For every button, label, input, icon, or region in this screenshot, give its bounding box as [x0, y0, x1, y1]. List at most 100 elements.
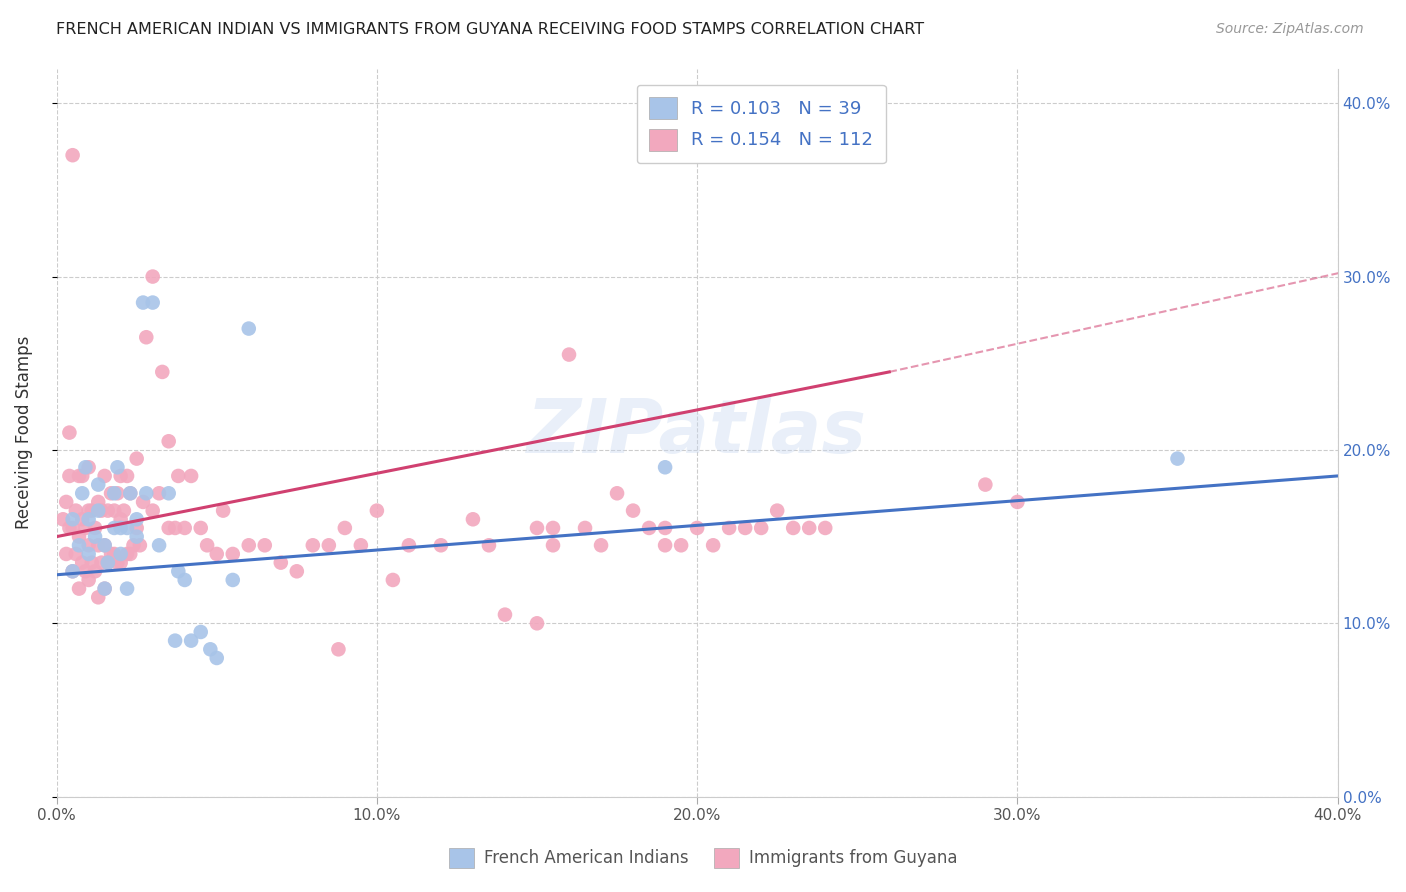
Point [718, 521, 741, 535]
Point [52, 512, 75, 526]
Point [333, 521, 356, 535]
Point [77, 512, 100, 526]
Point [686, 521, 709, 535]
Point [157, 434, 180, 449]
Point [669, 538, 692, 552]
Point [70, 556, 93, 570]
Point [638, 521, 661, 535]
Point [90, 503, 112, 517]
Legend: French American Indians, Immigrants from Guyana: French American Indians, Immigrants from… [443, 841, 963, 875]
Text: FRENCH AMERICAN INDIAN VS IMMIGRANTS FROM GUYANA RECEIVING FOOD STAMPS CORRELATI: FRENCH AMERICAN INDIAN VS IMMIGRANTS FRO… [56, 22, 924, 37]
Point [107, 486, 129, 500]
Point [142, 295, 165, 310]
Point [120, 547, 142, 561]
Point [115, 582, 138, 596]
Point [110, 547, 132, 561]
Point [132, 495, 155, 509]
Point [526, 616, 548, 631]
Point [93, 538, 115, 552]
Point [103, 521, 125, 535]
Point [142, 503, 165, 517]
Point [87, 477, 110, 491]
Point [574, 521, 596, 535]
Point [77, 573, 100, 587]
Point [205, 547, 228, 561]
Point [270, 556, 292, 570]
Point [301, 538, 323, 552]
Point [430, 538, 453, 552]
Point [120, 486, 142, 500]
Point [148, 486, 170, 500]
Point [122, 538, 145, 552]
Point [67, 582, 90, 596]
Point [77, 503, 100, 517]
Point [75, 460, 97, 475]
Point [814, 521, 837, 535]
Point [80, 503, 103, 517]
Point [654, 460, 676, 475]
Point [494, 607, 516, 622]
Point [77, 538, 100, 552]
Point [87, 538, 110, 552]
Point [100, 547, 122, 561]
Point [93, 538, 115, 552]
Point [200, 642, 222, 657]
Point [621, 503, 644, 517]
Point [107, 556, 129, 570]
Point [128, 538, 150, 552]
Point [55, 495, 77, 509]
Point [87, 591, 110, 605]
Point [65, 503, 87, 517]
Point [93, 469, 115, 483]
Point [589, 538, 612, 552]
Point [222, 547, 245, 561]
Point [180, 633, 202, 648]
Point [103, 503, 125, 517]
Text: ZIPatlas: ZIPatlas [527, 396, 868, 469]
Point [165, 521, 187, 535]
Point [103, 547, 125, 561]
Point [190, 521, 212, 535]
Point [190, 624, 212, 639]
Point [67, 469, 90, 483]
Point [110, 556, 132, 570]
Point [62, 564, 84, 578]
Legend: R = 0.103   N = 39, R = 0.154   N = 112: R = 0.103 N = 39, R = 0.154 N = 112 [637, 85, 886, 163]
Point [103, 486, 125, 500]
Point [107, 460, 129, 475]
Y-axis label: Receiving Food Stamps: Receiving Food Stamps [15, 336, 32, 529]
Point [70, 486, 93, 500]
Point [62, 521, 84, 535]
Point [58, 521, 80, 535]
Point [100, 486, 122, 500]
Point [75, 521, 97, 535]
Point [110, 469, 132, 483]
Point [173, 521, 195, 535]
Point [180, 469, 202, 483]
Point [115, 469, 138, 483]
Point [97, 556, 120, 570]
Point [55, 547, 77, 561]
Point [84, 521, 107, 535]
Point [120, 486, 142, 500]
Point [150, 365, 173, 379]
Point [350, 538, 373, 552]
Point [749, 521, 772, 535]
Point [253, 538, 276, 552]
Point [702, 538, 724, 552]
Point [195, 538, 218, 552]
Point [90, 556, 112, 570]
Point [366, 503, 388, 517]
Point [285, 564, 308, 578]
Point [97, 556, 120, 570]
Point [87, 503, 110, 517]
Point [62, 564, 84, 578]
Point [132, 295, 155, 310]
Point [782, 521, 804, 535]
Point [80, 556, 103, 570]
Point [87, 495, 110, 509]
Point [135, 486, 157, 500]
Point [381, 573, 404, 587]
Point [115, 521, 138, 535]
Point [541, 538, 564, 552]
